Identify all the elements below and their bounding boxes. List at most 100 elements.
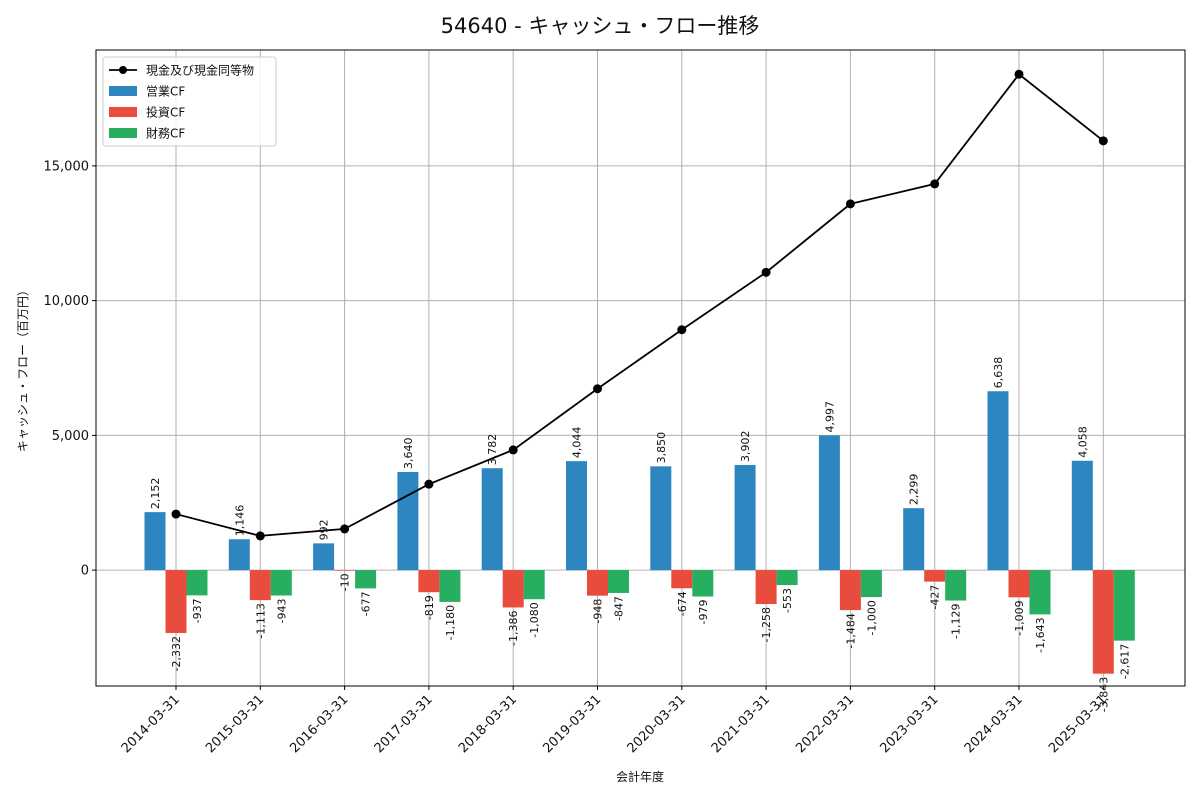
bar-value-label: -1,113	[254, 603, 267, 638]
bar-operating	[313, 543, 335, 571]
data-label-layer: 2,152 1,146 992 3,640 3,782 4,044 3,850 3,902 4,…	[149, 357, 1131, 712]
bar-value-label: -948	[592, 599, 605, 624]
bar-value-label: -10	[339, 573, 352, 591]
bar-investing	[502, 570, 524, 608]
bar-operating	[144, 512, 166, 571]
x-tick-label: 2019-03-31	[540, 692, 604, 756]
bar-investing	[249, 570, 271, 601]
bar-investing	[418, 570, 440, 593]
bar-value-label: 992	[318, 519, 331, 540]
cash-balance-point	[255, 531, 265, 541]
x-tick-label: 2022-03-31	[793, 692, 857, 756]
bar-value-label: -1,009	[1013, 600, 1026, 635]
x-tick-label: 2016-03-31	[287, 692, 351, 756]
bar-investing	[755, 570, 777, 605]
bar-operating	[818, 435, 840, 571]
bar-value-label: 2,152	[149, 478, 162, 510]
y-tick-label: 0	[81, 564, 89, 579]
bar-operating	[228, 539, 250, 571]
plot-frame	[95, 49, 1186, 687]
bar-value-label: -1,484	[844, 613, 857, 648]
bar-financing	[439, 570, 461, 602]
bar-value-label: -1,080	[528, 602, 541, 637]
bar-value-label: 2,299	[908, 474, 921, 506]
bar-value-label: 3,640	[402, 438, 415, 470]
cash-balance-point	[930, 179, 940, 189]
bar-value-label: 3,850	[655, 432, 668, 464]
bar-financing	[1113, 570, 1135, 641]
legend-bar-swatch	[109, 86, 137, 96]
x-tick-label: 2023-03-31	[877, 692, 941, 756]
bar-operating	[397, 472, 419, 571]
bar-value-label: -1,180	[444, 605, 457, 640]
bar-value-label: -1,386	[507, 610, 520, 645]
x-tick-label: 2018-03-31	[456, 692, 520, 756]
cash-balance-point	[1098, 136, 1108, 146]
y-tick-label: 10,000	[44, 294, 90, 309]
x-tick-label: 2015-03-31	[203, 692, 267, 756]
bar-investing	[334, 570, 356, 571]
bar-operating	[650, 466, 672, 571]
cash-balance-point	[845, 199, 855, 209]
cash-balance-point	[1014, 69, 1024, 79]
chart-title: 54640 - キャッシュ・フロー推移	[441, 14, 760, 38]
bar-operating	[566, 461, 587, 571]
bar-value-label: 4,044	[571, 427, 584, 459]
bar-value-label: -819	[423, 595, 436, 620]
x-tick-label: 2014-03-31	[119, 692, 183, 756]
bar-value-label: 3,782	[486, 434, 499, 466]
bar-investing	[924, 570, 946, 582]
cash-balance-point	[171, 509, 181, 519]
cash-balance-point	[424, 479, 434, 489]
bar-financing	[355, 570, 377, 589]
bar-value-label: -553	[781, 588, 794, 613]
cash-balance-point	[508, 445, 518, 455]
bar-value-label: 3,902	[739, 430, 752, 462]
bar-financing	[692, 570, 714, 597]
x-tick-label: 2021-03-31	[709, 692, 773, 756]
cash-balance-point	[593, 384, 602, 394]
bar-layer	[144, 391, 1135, 674]
bar-financing	[945, 570, 967, 601]
bar-investing	[165, 570, 187, 633]
bar-value-label: -937	[191, 598, 204, 623]
bar-financing	[186, 570, 208, 596]
y-tick-label: 5,000	[52, 429, 89, 444]
bar-investing	[671, 570, 693, 589]
cash-balance-point	[761, 267, 771, 277]
bar-value-label: 1,146	[233, 505, 246, 537]
bar-financing	[608, 570, 629, 593]
x-tick-label: 2025-03-31	[1046, 692, 1110, 756]
bar-value-label: -677	[360, 591, 373, 616]
bar-operating	[481, 468, 503, 571]
bar-value-label: 6,638	[992, 357, 1005, 389]
legend-marker	[119, 66, 127, 74]
bar-operating	[734, 464, 756, 571]
bar-operating	[1071, 460, 1093, 571]
bar-value-label: -943	[275, 599, 288, 624]
bar-value-label: 4,997	[823, 401, 836, 433]
x-tick-label: 2024-03-31	[962, 692, 1026, 756]
bar-financing	[1029, 570, 1051, 615]
line-layer	[171, 69, 1108, 541]
cash-balance-point	[340, 524, 350, 534]
bar-operating	[987, 391, 1009, 571]
bar-value-label: -2,332	[170, 636, 183, 671]
bar-investing	[587, 570, 608, 596]
bar-operating	[903, 508, 925, 571]
bar-value-label: -847	[613, 596, 626, 621]
legend-bar-swatch	[109, 128, 137, 138]
bar-financing	[523, 570, 545, 600]
legend-label: 現金及び現金同等物	[146, 63, 254, 78]
x-axis-label: 会計年度	[616, 769, 664, 784]
legend-label: 投資CF	[146, 105, 185, 120]
y-axis-label: キャッシュ・フロー（百万円）	[16, 284, 30, 452]
bar-value-label: -427	[929, 585, 942, 610]
bar-value-label: -1,129	[950, 604, 963, 639]
bar-value-label: 4,058	[1076, 426, 1089, 458]
cash-balance-line	[175, 72, 1104, 537]
bar-value-label: -1,258	[760, 607, 773, 642]
